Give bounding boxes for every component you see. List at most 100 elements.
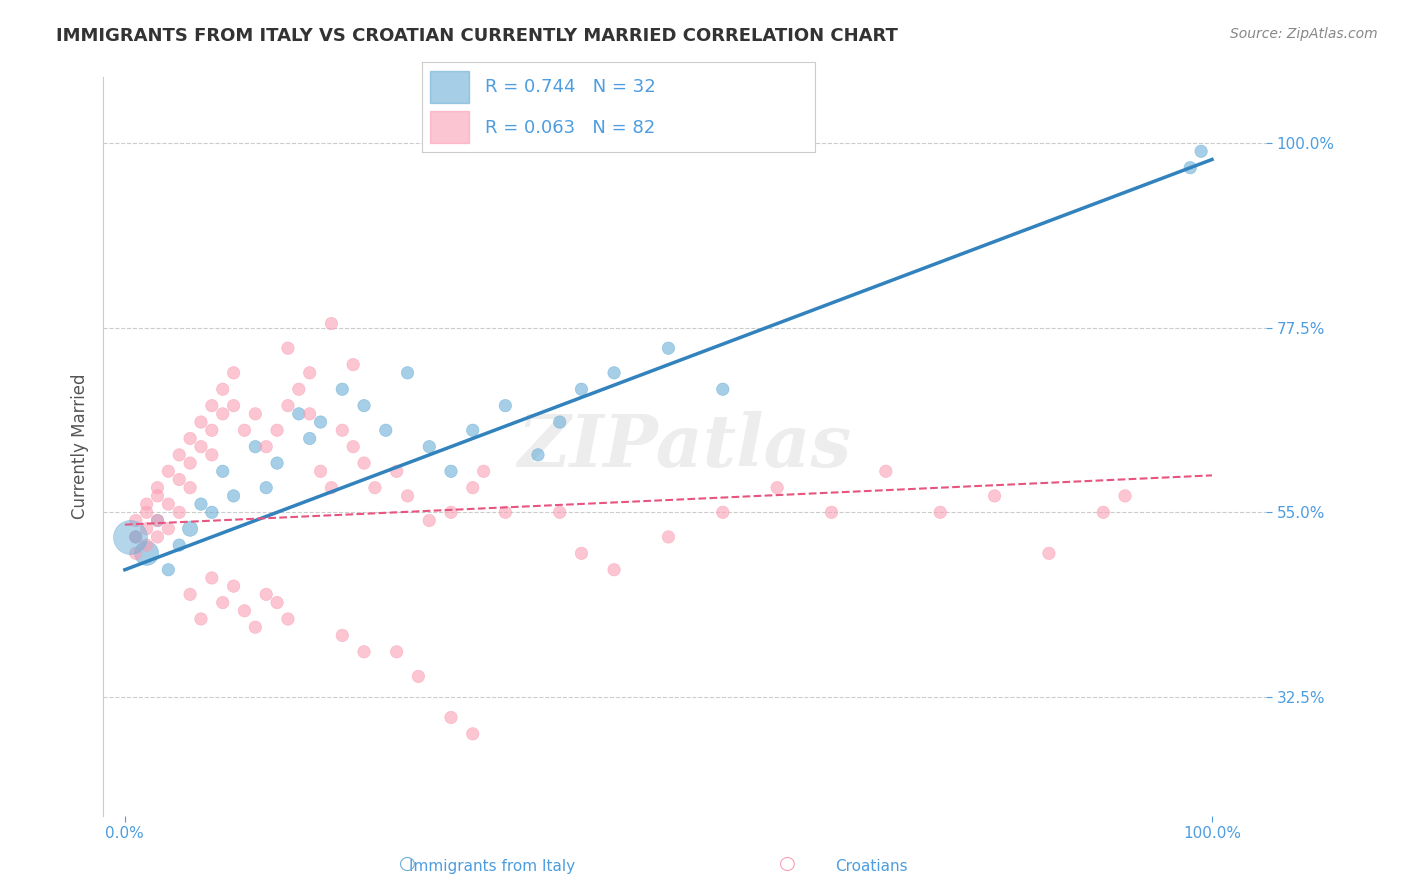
Point [472, 464, 495, 478]
Point [201, 505, 224, 519]
Point [179, 432, 201, 446]
Point [494, 505, 516, 519]
Point [157, 522, 180, 536]
Point [167, 538, 190, 552]
Text: Source: ZipAtlas.com: Source: ZipAtlas.com [1230, 27, 1378, 41]
Point [146, 481, 169, 495]
Point [157, 464, 180, 478]
Point [461, 423, 484, 437]
Point [135, 522, 157, 536]
Point [657, 530, 679, 544]
Point [330, 382, 353, 396]
Point [146, 514, 169, 528]
Point [222, 489, 245, 503]
Point [120, 530, 142, 544]
Point [711, 382, 734, 396]
Text: R = 0.744   N = 32: R = 0.744 N = 32 [485, 78, 655, 95]
Point [342, 440, 364, 454]
Point [135, 505, 157, 519]
Point [157, 497, 180, 511]
Point [342, 358, 364, 372]
Point [1038, 546, 1060, 560]
Point [288, 407, 311, 421]
Point [277, 612, 299, 626]
Point [157, 563, 180, 577]
Point [396, 366, 419, 380]
Point [711, 505, 734, 519]
Point [201, 448, 224, 462]
Point [1189, 145, 1212, 159]
Point [657, 341, 679, 355]
Point [353, 645, 375, 659]
Point [125, 530, 148, 544]
Point [222, 579, 245, 593]
Point [222, 399, 245, 413]
Point [603, 366, 626, 380]
Text: ○: ○ [779, 855, 796, 873]
Point [1114, 489, 1136, 503]
Point [385, 464, 408, 478]
Point [571, 546, 593, 560]
Point [167, 505, 190, 519]
Point [353, 399, 375, 413]
FancyBboxPatch shape [430, 71, 470, 103]
Text: Croatians: Croatians [835, 859, 908, 874]
Point [190, 440, 212, 454]
Point [408, 669, 430, 683]
Point [146, 489, 169, 503]
Point [766, 481, 789, 495]
Point [820, 505, 842, 519]
Point [548, 505, 571, 519]
Text: R = 0.063   N = 82: R = 0.063 N = 82 [485, 119, 655, 136]
Point [440, 710, 463, 724]
Point [298, 407, 321, 421]
Point [548, 415, 571, 429]
Point [167, 448, 190, 462]
Point [440, 505, 463, 519]
Y-axis label: Currently Married: Currently Married [72, 374, 89, 519]
Text: IMMIGRANTS FROM ITALY VS CROATIAN CURRENTLY MARRIED CORRELATION CHART: IMMIGRANTS FROM ITALY VS CROATIAN CURREN… [56, 27, 898, 45]
Point [125, 546, 148, 560]
Point [527, 448, 550, 462]
Point [277, 399, 299, 413]
Point [254, 587, 277, 601]
Point [211, 382, 233, 396]
Point [266, 423, 288, 437]
Point [983, 489, 1005, 503]
Point [288, 382, 311, 396]
Point [190, 612, 212, 626]
Point [309, 415, 332, 429]
Point [190, 497, 212, 511]
Point [245, 620, 267, 634]
Text: ○: ○ [399, 855, 416, 873]
Point [461, 727, 484, 741]
Point [211, 596, 233, 610]
Point [440, 464, 463, 478]
Point [929, 505, 952, 519]
Point [461, 481, 484, 495]
Point [418, 514, 440, 528]
Point [1180, 161, 1202, 175]
Point [146, 530, 169, 544]
Point [494, 399, 516, 413]
Point [321, 317, 343, 331]
Point [266, 456, 288, 470]
Point [167, 473, 190, 487]
Point [211, 464, 233, 478]
Point [875, 464, 897, 478]
Point [364, 481, 387, 495]
Point [298, 432, 321, 446]
Point [222, 366, 245, 380]
Point [135, 546, 157, 560]
Point [135, 538, 157, 552]
Point [245, 440, 267, 454]
Point [266, 596, 288, 610]
Point [374, 423, 396, 437]
Point [330, 628, 353, 642]
Point [201, 423, 224, 437]
Point [571, 382, 593, 396]
Point [125, 530, 148, 544]
Point [179, 522, 201, 536]
Point [135, 497, 157, 511]
Point [245, 407, 267, 421]
